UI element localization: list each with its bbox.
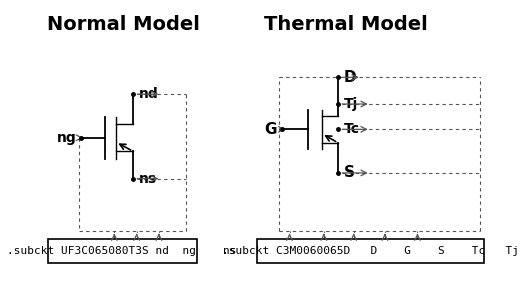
Text: S: S (344, 166, 355, 180)
Text: ns: ns (139, 172, 157, 185)
Text: nd: nd (139, 87, 158, 101)
Text: Thermal Model: Thermal Model (264, 15, 428, 34)
Text: Tj: Tj (344, 97, 358, 111)
FancyBboxPatch shape (257, 239, 484, 263)
Text: .subckt C3M0060065D   D    G    S    Tc   Tj: .subckt C3M0060065D D G S Tc Tj (222, 246, 519, 256)
FancyBboxPatch shape (48, 239, 197, 263)
Text: ng: ng (57, 131, 76, 145)
Text: G: G (264, 122, 277, 137)
Text: .subckt UF3C065080T3S nd  ng    ns: .subckt UF3C065080T3S nd ng ns (7, 246, 237, 256)
Text: Normal Model: Normal Model (47, 15, 200, 34)
Text: D: D (344, 70, 357, 85)
Text: Tc: Tc (344, 122, 360, 136)
